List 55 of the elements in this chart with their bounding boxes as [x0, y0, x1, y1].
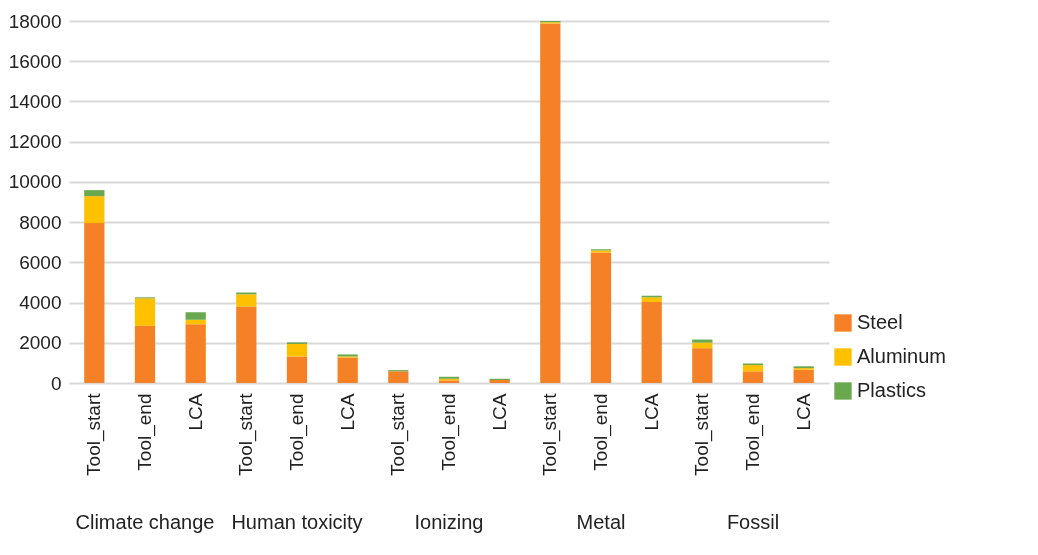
bar	[742, 365, 764, 372]
y-tick-label: 0	[50, 372, 62, 394]
bar	[84, 196, 105, 224]
x-tick-label: LCA	[488, 393, 510, 431]
x-tick-label: Tool_end	[742, 393, 764, 471]
bar	[84, 190, 105, 197]
text: Climate change	[75, 511, 215, 533]
legend-label: Plastics	[857, 379, 926, 401]
bar	[84, 223, 105, 383]
x-tick-label: LCA	[184, 393, 206, 431]
bar	[388, 371, 409, 383]
bar	[286, 356, 308, 383]
text: Human toxicity	[231, 511, 363, 533]
y-tick-label: 12000	[8, 131, 62, 153]
text: Metal	[576, 511, 626, 533]
bar	[236, 306, 257, 383]
bar	[540, 23, 561, 383]
bar	[236, 294, 257, 307]
bar	[185, 312, 206, 320]
y-tick-label: 4000	[19, 292, 62, 314]
x-tick-label: Tool_start	[691, 392, 714, 476]
x-tick-label: Tool_start	[387, 392, 410, 476]
bar	[337, 357, 358, 383]
bar	[692, 339, 713, 343]
x-tick-label: Tool_end	[590, 393, 612, 471]
legend-label: Steel	[857, 311, 903, 333]
text: Ionizing	[414, 511, 484, 533]
bar	[185, 324, 206, 383]
x-tick-label: LCA	[640, 393, 662, 431]
x-tick-label: Tool_end	[134, 393, 156, 471]
y-tick-label: 2000	[19, 332, 62, 354]
x-tick-label: LCA	[336, 393, 358, 431]
y-tick-label: 18000	[8, 10, 62, 32]
x-tick-label: LCA	[792, 393, 814, 431]
bar	[134, 298, 156, 326]
legend-label: Aluminum	[857, 345, 946, 367]
x-tick-label: Tool_end	[438, 393, 460, 471]
bar	[286, 343, 308, 357]
bar	[641, 301, 662, 383]
y-tick-label: 8000	[19, 211, 62, 233]
y-tick-label: 14000	[8, 90, 62, 112]
x-tick-label: Tool_start	[539, 392, 562, 476]
y-tick-label: 16000	[8, 50, 62, 72]
y-tick-label: 10000	[8, 171, 62, 193]
bar	[590, 252, 612, 383]
bar	[742, 371, 764, 383]
bar	[134, 325, 156, 383]
x-tick-label: Tool_start	[83, 392, 106, 476]
x-tick-label: Tool_end	[286, 393, 308, 471]
y-tick-label: 6000	[19, 251, 62, 273]
bar	[641, 297, 662, 302]
x-tick-label: Tool_start	[235, 392, 258, 476]
bar	[692, 348, 713, 383]
text: Fossil	[726, 511, 780, 533]
bar	[793, 369, 814, 383]
